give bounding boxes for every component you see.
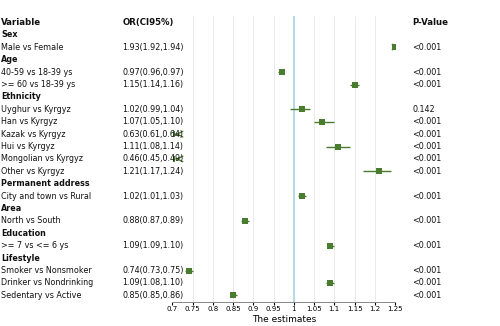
Text: 0.85(0.85,0.86): 0.85(0.85,0.86) xyxy=(122,291,184,300)
Text: Area: Area xyxy=(1,204,22,213)
Text: Mongolian vs Kyrgyz: Mongolian vs Kyrgyz xyxy=(1,155,83,163)
Text: 0.63(0.61,0.64): 0.63(0.61,0.64) xyxy=(122,130,184,139)
Text: <0.001: <0.001 xyxy=(412,155,442,163)
Text: Male vs Female: Male vs Female xyxy=(1,43,64,52)
Text: 0.74(0.73,0.75): 0.74(0.73,0.75) xyxy=(122,266,184,275)
Text: P-Value: P-Value xyxy=(412,18,448,27)
Text: Uyghur vs Kyrgyz: Uyghur vs Kyrgyz xyxy=(1,105,71,114)
Text: 1.09(1.08,1.10): 1.09(1.08,1.10) xyxy=(122,278,184,288)
Text: Han vs Kyrgyz: Han vs Kyrgyz xyxy=(1,117,58,126)
Text: Drinker vs Nondrinking: Drinker vs Nondrinking xyxy=(1,278,93,288)
Text: Sedentary vs Active: Sedentary vs Active xyxy=(1,291,82,300)
Text: Hui vs Kyrgyz: Hui vs Kyrgyz xyxy=(1,142,54,151)
Text: Other vs Kyrgyz: Other vs Kyrgyz xyxy=(1,167,64,176)
Text: Sex: Sex xyxy=(1,30,18,39)
Text: 0.142: 0.142 xyxy=(412,105,435,114)
Text: 1.15(1.14,1.16): 1.15(1.14,1.16) xyxy=(122,80,184,89)
Text: 0.88(0.87,0.89): 0.88(0.87,0.89) xyxy=(122,216,184,226)
Text: 1.11(1.08,1.14): 1.11(1.08,1.14) xyxy=(122,142,184,151)
Text: 0.46(0.45,0.49): 0.46(0.45,0.49) xyxy=(122,155,184,163)
Text: 1.09(1.09,1.10): 1.09(1.09,1.10) xyxy=(122,241,184,250)
Text: Education: Education xyxy=(1,229,46,238)
Text: Variable: Variable xyxy=(1,18,41,27)
Text: <0.001: <0.001 xyxy=(412,43,442,52)
Text: 1.21(1.17,1.24): 1.21(1.17,1.24) xyxy=(122,167,184,176)
Text: <0.001: <0.001 xyxy=(412,67,442,77)
Text: <0.001: <0.001 xyxy=(412,167,442,176)
Text: Age: Age xyxy=(1,55,18,64)
Text: <0.001: <0.001 xyxy=(412,142,442,151)
Text: >= 7 vs <= 6 ys: >= 7 vs <= 6 ys xyxy=(1,241,68,250)
Text: Permanent address: Permanent address xyxy=(1,179,90,188)
Text: <0.001: <0.001 xyxy=(412,241,442,250)
Text: <0.001: <0.001 xyxy=(412,266,442,275)
Text: Ethnicity: Ethnicity xyxy=(1,92,41,101)
Text: <0.001: <0.001 xyxy=(412,80,442,89)
Text: Kazak vs Kyrgyz: Kazak vs Kyrgyz xyxy=(1,130,66,139)
Text: <0.001: <0.001 xyxy=(412,291,442,300)
Text: 0.97(0.96,0.97): 0.97(0.96,0.97) xyxy=(122,67,184,77)
Text: Lifestyle: Lifestyle xyxy=(1,254,40,263)
Text: Smoker vs Nonsmoker: Smoker vs Nonsmoker xyxy=(1,266,92,275)
Text: 1.02(0.99,1.04): 1.02(0.99,1.04) xyxy=(122,105,184,114)
Text: <0.001: <0.001 xyxy=(412,192,442,200)
Text: 1.02(1.01,1.03): 1.02(1.01,1.03) xyxy=(122,192,184,200)
Text: >= 60 vs 18-39 ys: >= 60 vs 18-39 ys xyxy=(1,80,75,89)
Text: North vs South: North vs South xyxy=(1,216,60,226)
Text: 1.93(1.92,1.94): 1.93(1.92,1.94) xyxy=(122,43,184,52)
Text: <0.001: <0.001 xyxy=(412,216,442,226)
Text: <0.001: <0.001 xyxy=(412,117,442,126)
Text: <0.001: <0.001 xyxy=(412,130,442,139)
Text: 1.07(1.05,1.10): 1.07(1.05,1.10) xyxy=(122,117,184,126)
X-axis label: The estimates: The estimates xyxy=(252,315,316,324)
Text: City and town vs Rural: City and town vs Rural xyxy=(1,192,91,200)
Text: 40-59 vs 18-39 ys: 40-59 vs 18-39 ys xyxy=(1,67,72,77)
Text: <0.001: <0.001 xyxy=(412,278,442,288)
Text: OR(CI95%): OR(CI95%) xyxy=(122,18,174,27)
